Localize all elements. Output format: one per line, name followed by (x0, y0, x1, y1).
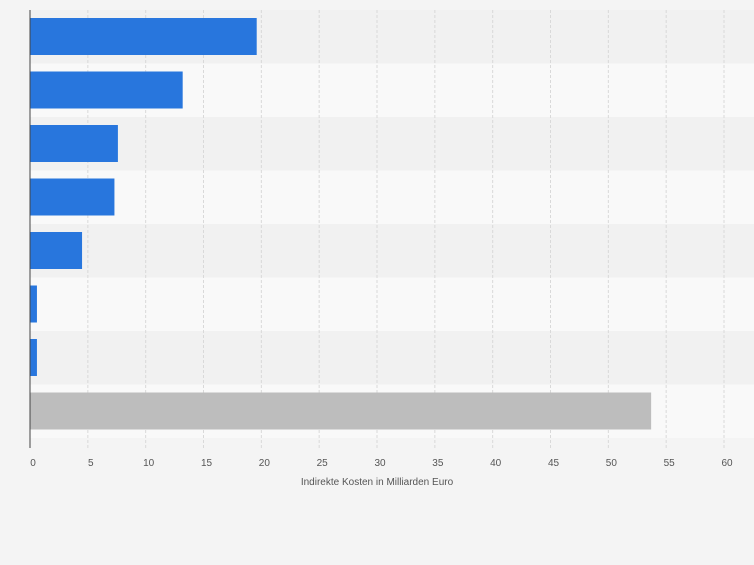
bars (30, 18, 652, 430)
x-tick-label: 45 (548, 458, 560, 469)
bar (30, 178, 115, 216)
bar (30, 285, 37, 323)
bar (30, 71, 183, 109)
bar (30, 392, 652, 430)
bar (30, 18, 257, 55)
bar (30, 125, 118, 162)
x-tick-label: 25 (317, 458, 329, 469)
x-tick-label: 55 (664, 458, 676, 469)
x-tick-label: 50 (606, 458, 618, 469)
x-tick-label: 35 (432, 458, 444, 469)
x-tick-label: 40 (490, 458, 502, 469)
x-tick-label: 20 (259, 458, 271, 469)
x-tick-label: 0 (30, 458, 36, 469)
row-band (30, 224, 754, 278)
bar (30, 339, 37, 376)
row-band (30, 331, 754, 385)
x-axis-label: Indirekte Kosten in Milliarden Euro (301, 477, 454, 488)
gridlines (87, 10, 725, 448)
x-tick-label: 60 (721, 458, 733, 469)
x-tick-labels: 0 5 10 15 20 25 30 35 40 45 50 55 60 (30, 458, 733, 469)
x-tick-label: 10 (143, 458, 155, 469)
x-tick-label: 15 (201, 458, 213, 469)
row-band (30, 170, 754, 224)
x-tick-label: 30 (374, 458, 386, 469)
bar (30, 232, 83, 269)
row-band (30, 117, 754, 171)
x-tick-label: 5 (88, 458, 94, 469)
row-band (30, 277, 754, 331)
